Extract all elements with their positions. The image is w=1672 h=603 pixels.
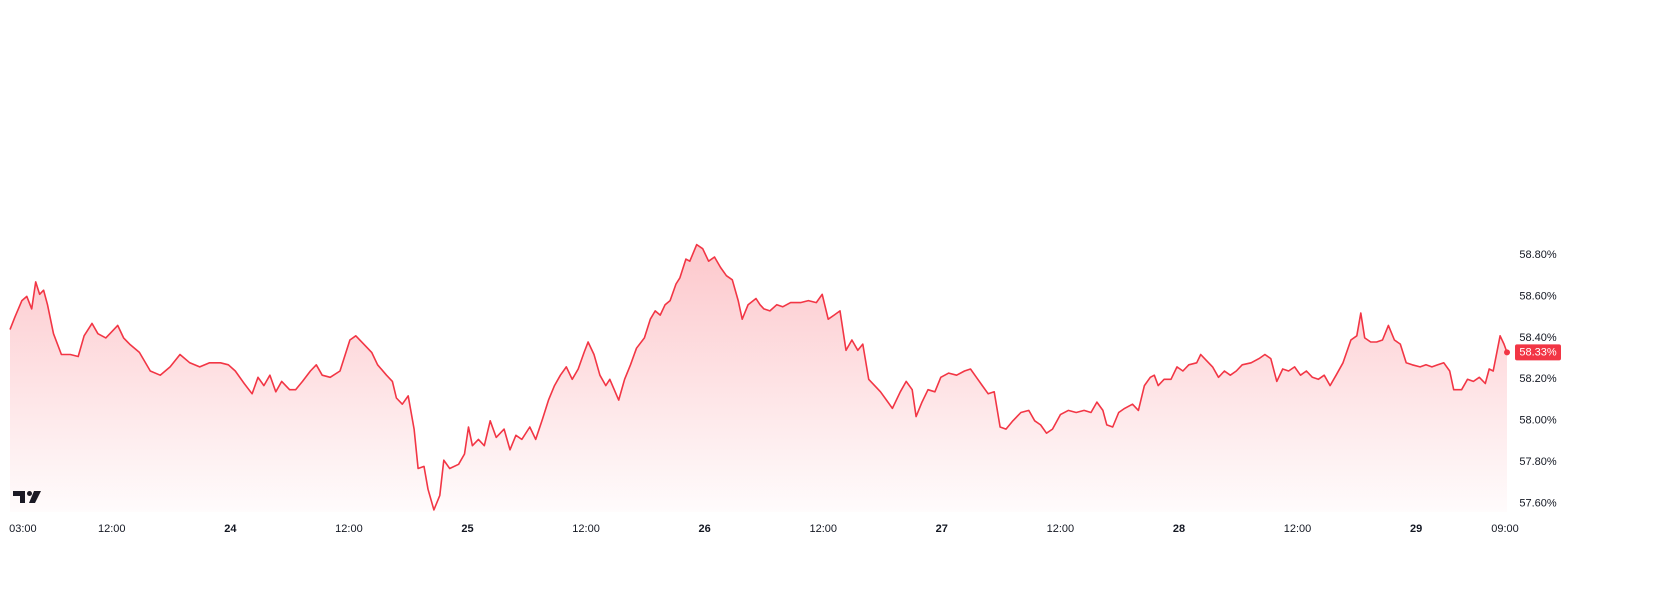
y-tick-label: 58.60% [1519, 290, 1557, 302]
x-tick-label: 12:00 [1047, 523, 1075, 535]
x-tick-label: 12:00 [335, 523, 363, 535]
area-fill [10, 244, 1507, 512]
last-value-label: 58.33% [1519, 346, 1557, 358]
x-tick-label: 12:00 [809, 523, 837, 535]
y-tick-label: 58.40% [1519, 332, 1557, 344]
x-tick-label: 28 [1173, 523, 1185, 535]
x-tick-label: 25 [461, 523, 473, 535]
y-tick-label: 57.80% [1519, 456, 1557, 468]
last-value-box [1515, 344, 1561, 361]
x-tick-label: 27 [936, 523, 948, 535]
x-tick-label: 26 [699, 523, 711, 535]
y-tick-label: 57.60% [1519, 498, 1557, 510]
x-tick-label: 29 [1410, 523, 1422, 535]
x-tick-label: 24 [224, 523, 237, 535]
x-tick-label: 09:00 [1491, 523, 1519, 535]
y-tick-label: 58.80% [1519, 249, 1557, 261]
x-tick-label: 12:00 [572, 523, 600, 535]
y-tick-label: 58.00% [1519, 415, 1557, 427]
line [9, 243, 1508, 511]
y-tick-label: 58.20% [1519, 373, 1557, 385]
x-tick-label: 03:00 [9, 523, 37, 535]
last-point [1504, 349, 1511, 356]
x-tick-label: 12:00 [1284, 523, 1312, 535]
x-tick-label: 12:00 [98, 523, 126, 535]
